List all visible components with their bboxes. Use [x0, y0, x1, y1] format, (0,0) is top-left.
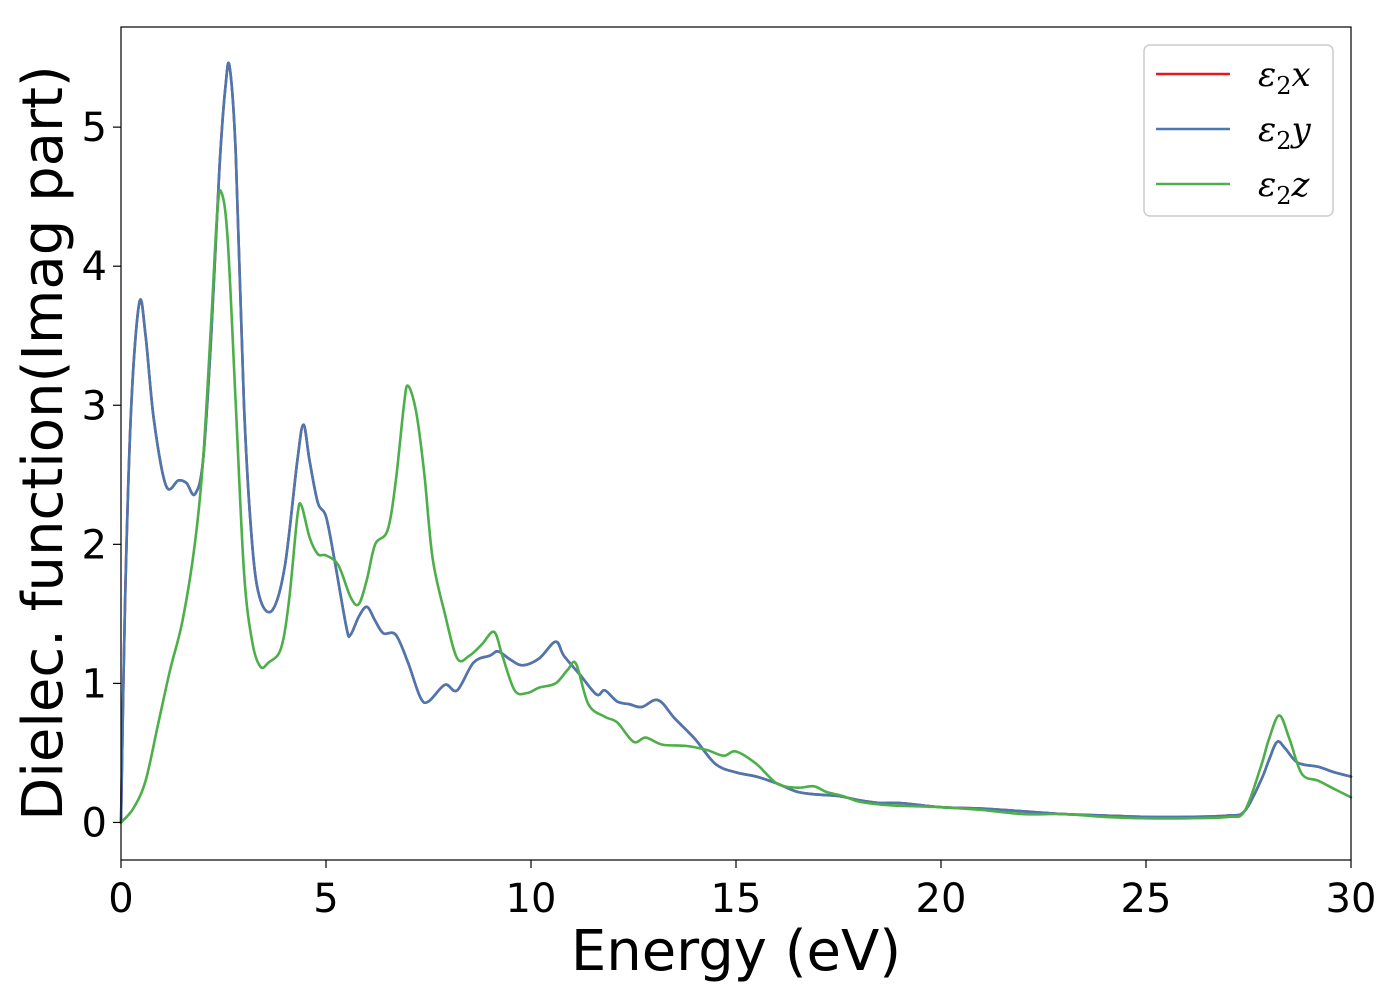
legend-label-base: ε: [1258, 55, 1276, 95]
legend-label-eps2x: ε2x: [1258, 55, 1311, 100]
x-tick-label: 20: [916, 876, 967, 922]
x-axis-ticks: 0 5 10 15 20 25 30: [108, 860, 1376, 922]
y-tick-label: 3: [82, 383, 107, 429]
y-tick-label: 2: [82, 522, 107, 568]
legend-label-var: z: [1291, 165, 1311, 205]
y-tick-label: 0: [82, 800, 107, 846]
legend-label-eps2y: ε2y: [1258, 110, 1312, 155]
legend-label-var: x: [1292, 55, 1311, 95]
y-tick-label: 1: [82, 661, 107, 707]
legend-label-sub: 2: [1276, 127, 1291, 155]
y-axis-ticks: 0 1 2 3 4 5: [82, 105, 121, 846]
legend-label-sub: 2: [1276, 182, 1291, 210]
x-tick-label: 10: [506, 876, 557, 922]
legend-label-base: ε: [1258, 110, 1276, 150]
legend-label-eps2z: ε2z: [1258, 165, 1311, 210]
y-tick-label: 4: [82, 244, 107, 290]
legend-label-base: ε: [1258, 165, 1276, 205]
x-tick-label: 5: [313, 876, 338, 922]
series-layer: [119, 61, 1353, 824]
legend-box: [1143, 44, 1334, 217]
series-line-eps2z: [119, 189, 1353, 824]
x-tick-label: 15: [711, 876, 762, 922]
x-tick-label: 30: [1326, 876, 1377, 922]
x-tick-label: 0: [108, 876, 133, 922]
legend-label-sub: 2: [1276, 72, 1291, 100]
y-axis-title: Dielec. function(Imag part): [11, 65, 76, 821]
y-tick-label: 5: [82, 105, 107, 151]
x-tick-label: 25: [1121, 876, 1172, 922]
legend-label-var: y: [1290, 110, 1312, 150]
x-axis-title: Energy (eV): [571, 919, 901, 984]
